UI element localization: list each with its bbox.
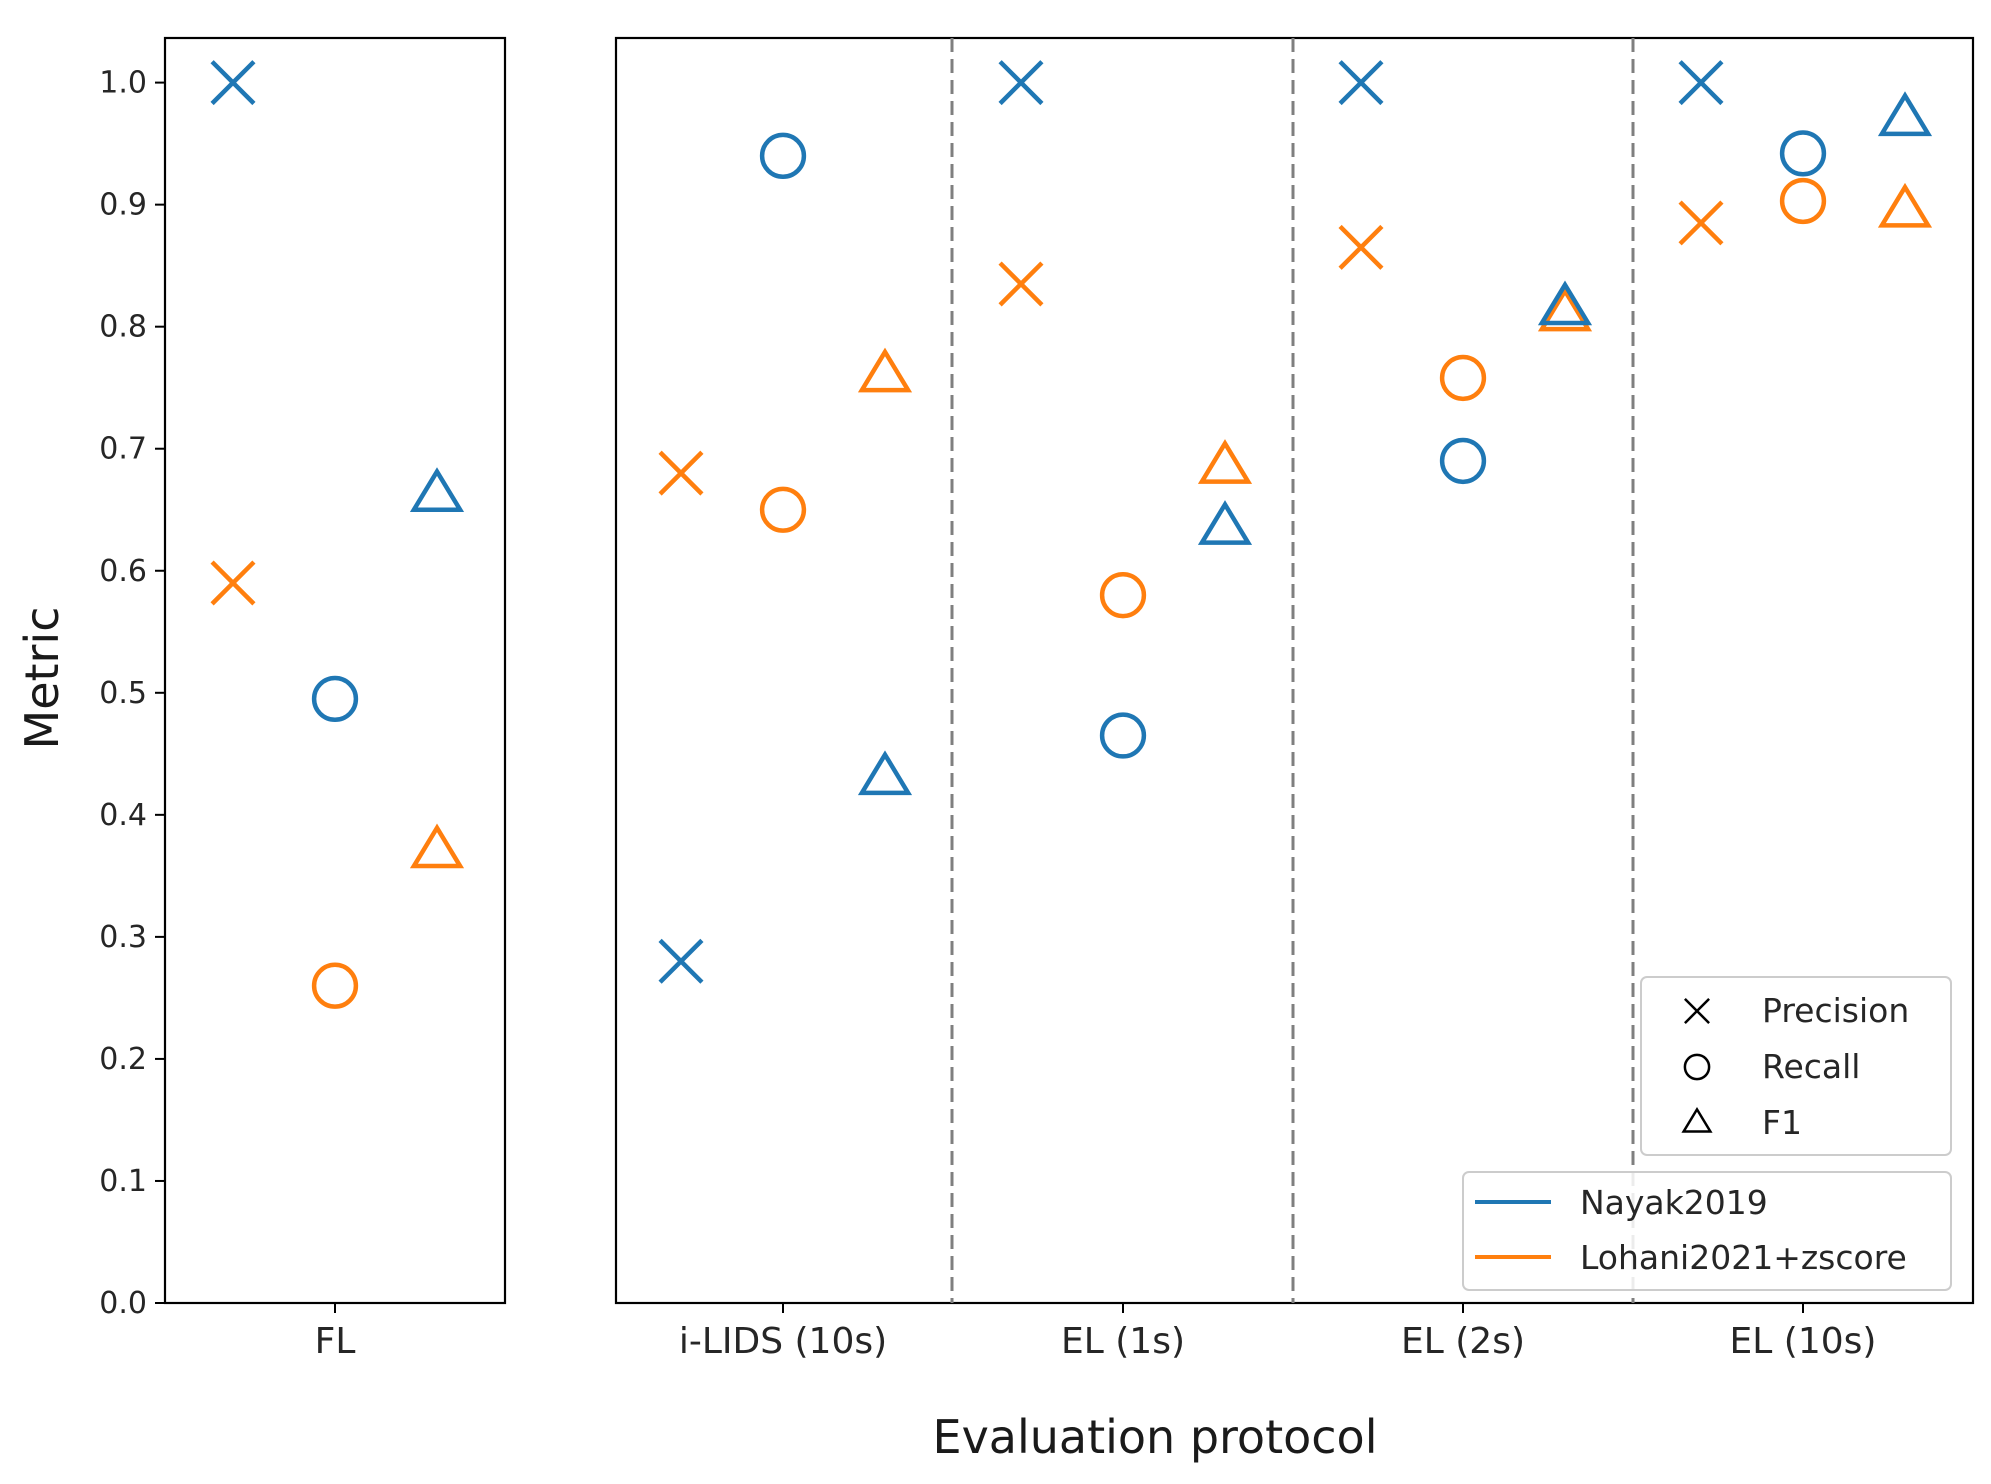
marker-nayak2019-f1 [1537,280,1593,326]
y-tick-label: 0.4 [99,798,147,833]
legend-label-f1: F1 [1762,1103,1802,1142]
marker-nayak2019-f1 [409,467,465,512]
marker-lohani2021-zscore-precision [658,450,704,496]
y-tick-label: 0.6 [99,554,147,589]
y-tick-label: 0.8 [99,310,147,345]
marker-lohani2021-zscore-precision [210,560,256,606]
axis-ticks: 0.0 0.1 0.2 0.3 0.4 0.5 0.6 0.7 0.8 0.9 1.0 FL i-LID… [99,66,1876,1362]
legend-label-precision: Precision [1762,991,1909,1030]
marker-lohani2021-zscore-f1 [1197,439,1253,484]
y-axis-title: Metric [15,606,69,749]
marker-lohani2021-zscore-f1 [1537,286,1593,332]
marker-nayak2019-precision [1338,60,1384,106]
x-tick-label: EL (1s) [1061,1321,1185,1362]
y-tick-label: 0.1 [99,1164,147,1199]
plot-frame-1 [163,36,507,1305]
marker-lohani2021-zscore-recall [311,962,359,1009]
marker-nayak2019-precision [1678,60,1724,106]
marker-lohani2021-zscore-recall [759,486,807,533]
marker-lohani2021-zscore-precision [1338,224,1384,270]
marker-nayak2019-recall [1439,437,1487,485]
y-tick-label: 0.3 [99,920,147,955]
marker-nayak2019-precision [998,60,1044,106]
marker-nayak2019-f1 [1197,500,1253,545]
x-tick-label: EL (10s) [1730,1321,1877,1362]
legend-marker-f1 [1681,1106,1713,1133]
marker-nayak2019-recall [759,132,807,179]
y-tick-label: 0.7 [99,432,147,467]
marker-lohani2021-zscore-recall [1779,177,1827,225]
legend-methods-box [1462,1171,1952,1291]
marker-nayak2019-recall [1779,130,1827,177]
marker-nayak2019-f1 [857,750,913,796]
y-tick-label: 1.0 [99,66,147,101]
marker-nayak2019-recall [1099,712,1147,759]
marker-nayak2019-precision [210,60,256,106]
legend-markers-box [1640,976,1952,1156]
legend-label-lohani2021-zscore: Lohani2021+zscore [1580,1238,1907,1277]
y-tick-label: 0.9 [99,188,147,223]
marker-lohani2021-zscore-recall [1099,572,1147,619]
legend-label-nayak2019: Nayak2019 [1580,1183,1768,1222]
legend-marker-precision [1684,998,1710,1024]
legend-label-recall: Recall [1762,1047,1860,1086]
marker-lohani2021-zscore-precision [998,261,1044,307]
x-axis-title: Evaluation protocol [933,1410,1378,1464]
legend-marker-recall [1683,1053,1711,1081]
separators [950,38,1635,1303]
marker-lohani2021-zscore-f1 [857,347,913,393]
legends: Precision Recall F1 Nayak2019 Lohani2021+zsc… [1462,976,1952,1291]
marker-nayak2019-recall [311,675,359,723]
marker-lohani2021-zscore-recall [1439,354,1487,402]
marker-nayak2019-f1 [1877,91,1933,137]
y-tick-label: 0.2 [99,1042,147,1077]
marker-lohani2021-zscore-f1 [409,823,465,869]
marker-nayak2019-precision [658,938,704,984]
x-tick-label: i-LIDS (10s) [679,1321,887,1362]
y-tick-label: 0.0 [99,1286,147,1321]
y-tick-label: 0.5 [99,676,147,711]
x-tick-label: EL (2s) [1401,1321,1525,1362]
marker-lohani2021-zscore-f1 [1877,182,1933,228]
marker-lohani2021-zscore-precision [1678,200,1724,246]
data-marks [210,60,1933,1009]
x-tick-label: FL [315,1321,356,1362]
